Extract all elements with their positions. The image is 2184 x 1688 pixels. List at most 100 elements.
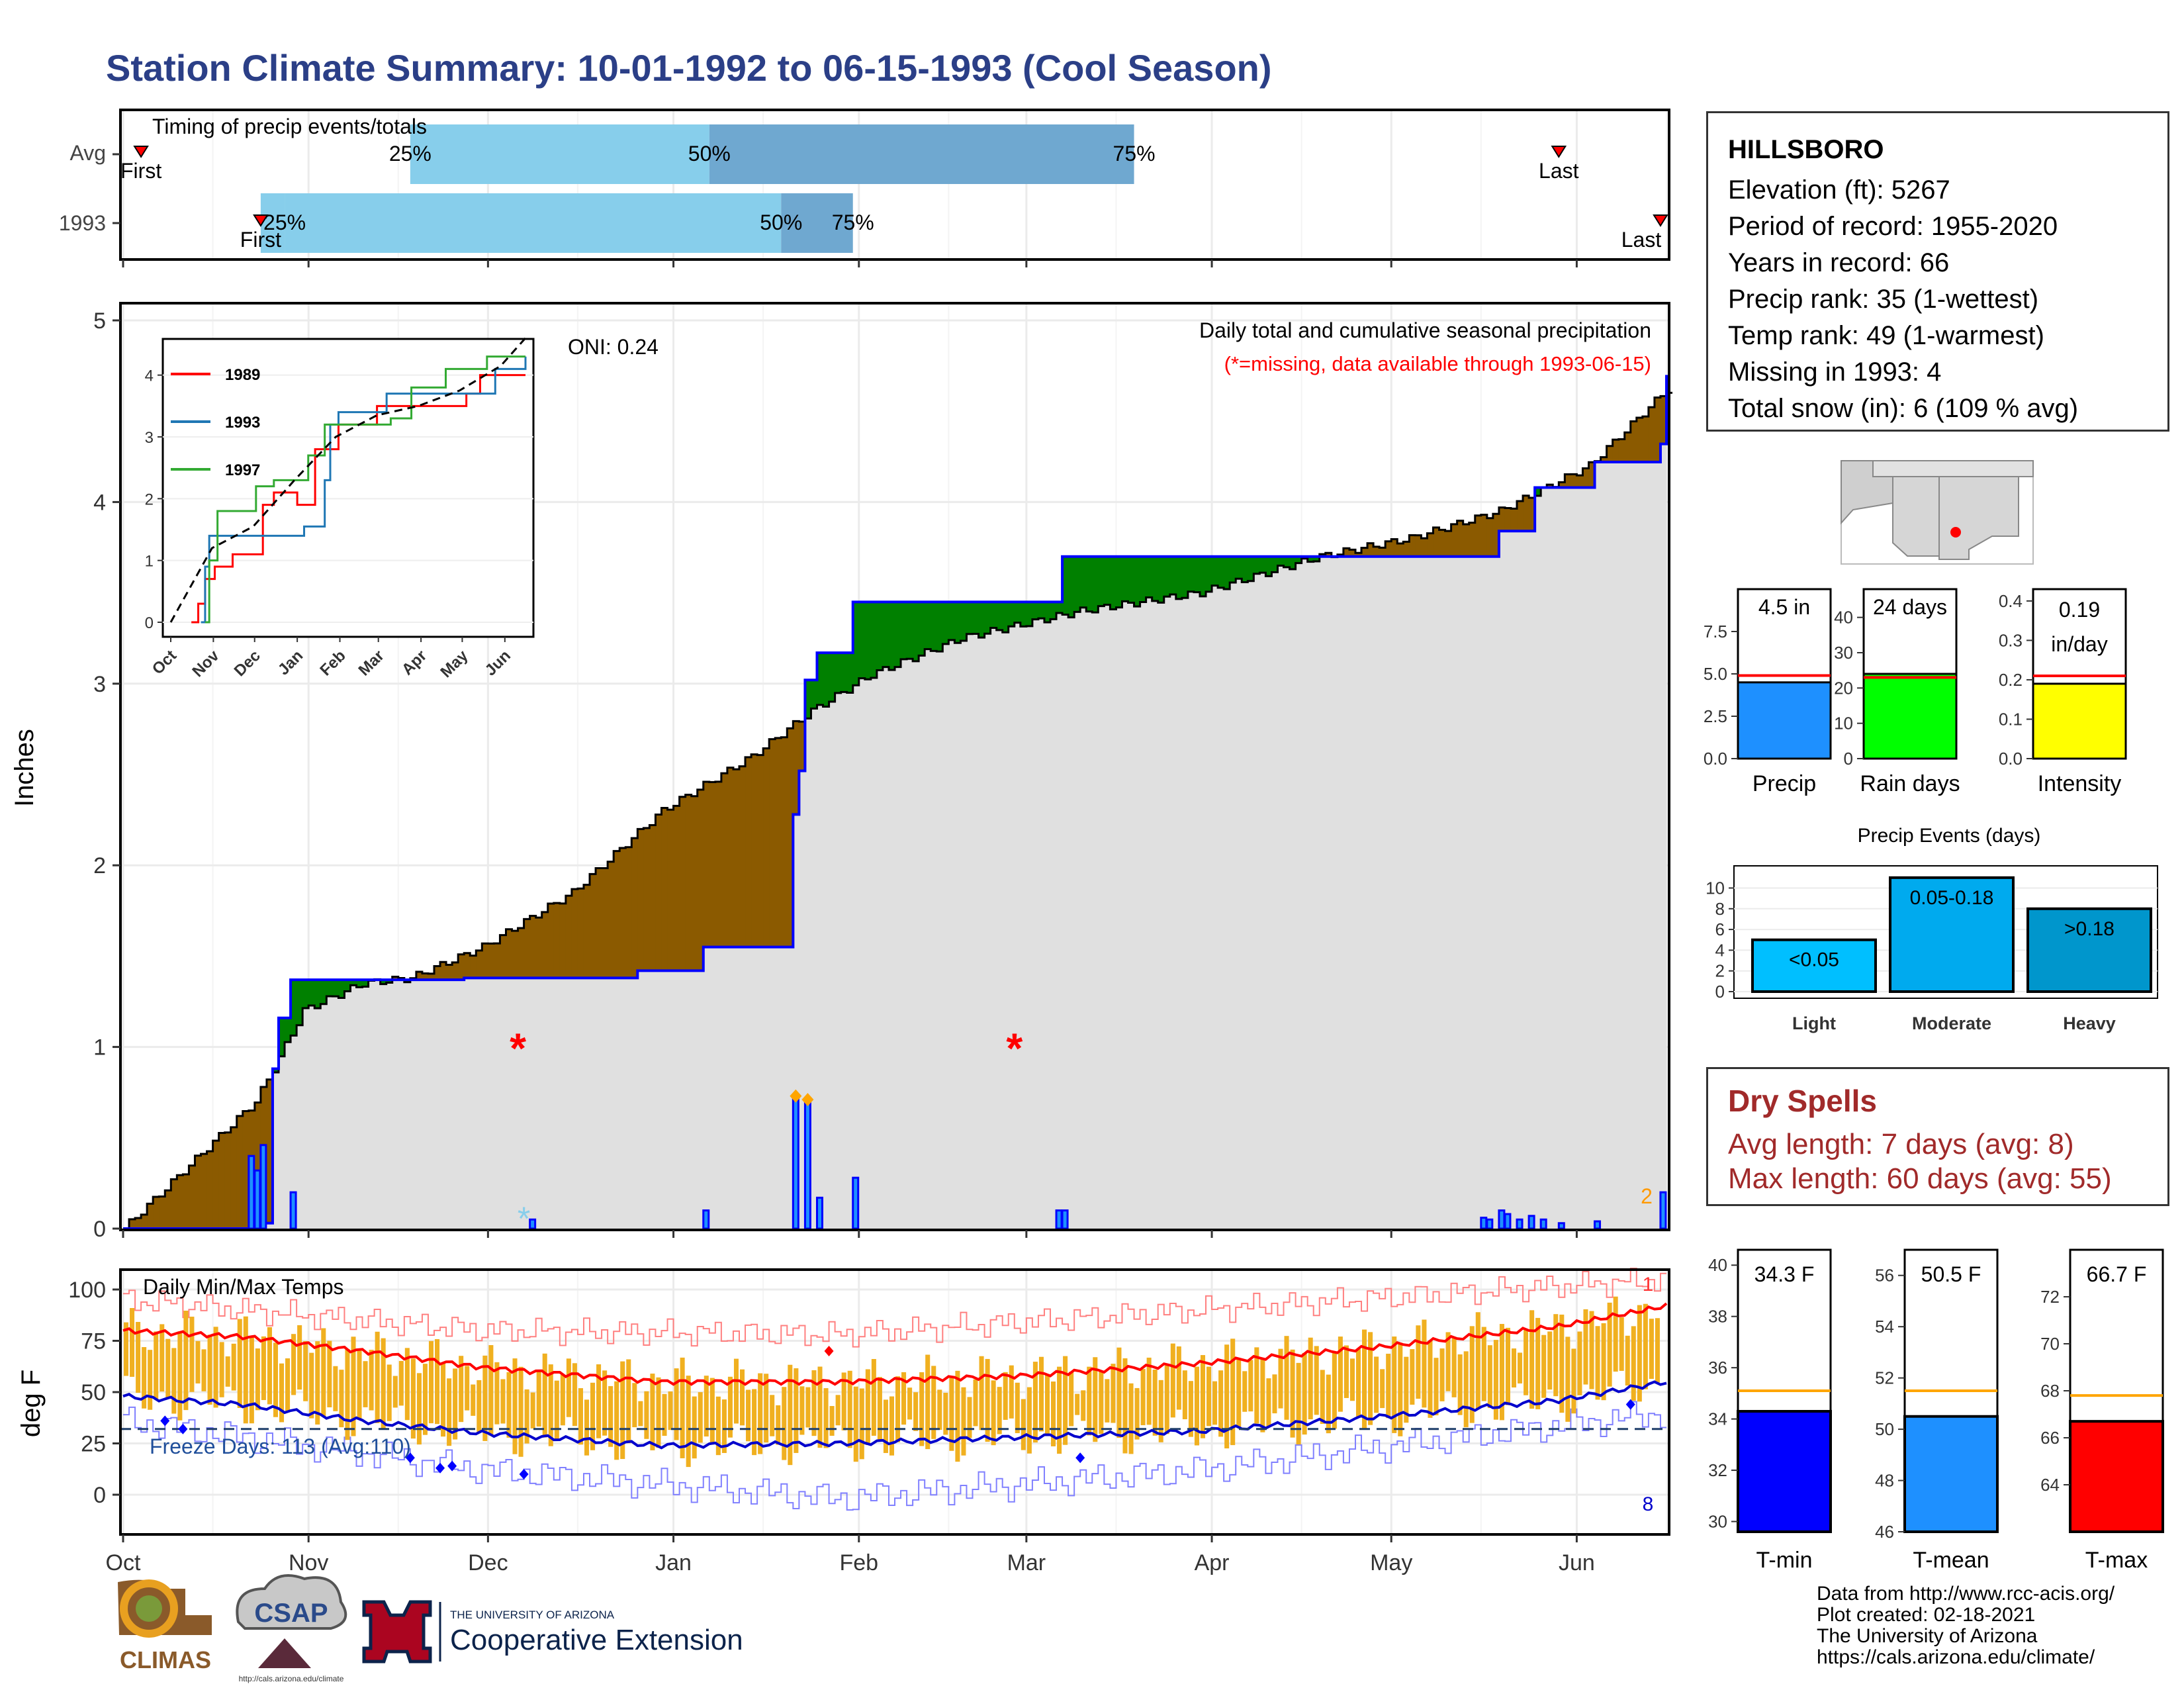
station-period: Period of record: 1955-2020 [1728,212,2058,241]
daily-temp-bar [829,1406,835,1436]
daily-temp-bar [1583,1309,1588,1385]
cum-fill [978,637,985,1229]
below-avg-fill [523,919,531,978]
daily-precip-bar [1527,1215,1535,1230]
daily-precip-bar [1504,1213,1512,1230]
daily-temp-bar [788,1364,793,1466]
daily-temp-bar [1619,1317,1624,1371]
cum-fill [1355,556,1362,1229]
daily-temp-bar [142,1347,147,1409]
daily-temp-bar [877,1377,882,1441]
above-avg-fill [1020,602,1027,627]
daily-temp-bar [1099,1370,1104,1434]
cum-fill [1457,556,1464,1229]
below-avg-fill [1510,508,1518,532]
avg-tmax-line [122,1302,1668,1386]
cum-fill [1307,561,1314,1229]
above-avg-fill [350,980,357,986]
daily-temp-bar [919,1372,925,1446]
inset-legend-label: 1997 [225,461,260,479]
cum-fill [1068,617,1075,1229]
below-avg-fill [392,976,399,980]
below-avg-fill [224,1132,232,1229]
cum-fill [907,659,913,1229]
daily-temp-bar [428,1340,434,1424]
cum-fill [996,630,1003,1229]
below-avg-fill [1648,407,1655,463]
events-bar-label: >0.18 [2064,918,2115,940]
daily-temp-bar [207,1335,212,1405]
daily-temp-bar [1332,1353,1337,1429]
below-avg-fill [1415,535,1422,557]
cum-fill [1427,556,1434,1229]
inset-y-label: 1 [145,553,154,571]
above-avg-fill [380,980,387,984]
cum-fill [422,980,429,1229]
cum-fill [757,947,764,1229]
cum-fill [685,970,692,1229]
cum-fill [715,947,722,1229]
freeze-days-label: Freeze Days: 113 (Avg:110) [150,1434,411,1458]
record-low-diamond [519,1469,529,1479]
timing-25-label: 25% [389,142,432,165]
daily-temp-bar [1128,1383,1134,1454]
below-avg-fill [1385,541,1392,557]
mini-tick-label: 0 [1844,749,1853,769]
daily-temp-bar [459,1356,464,1423]
above-avg-fill [1008,602,1015,627]
mini-tick-label: 10 [1834,714,1853,733]
below-avg-fill [201,1154,208,1229]
daily-temp-bar [237,1319,242,1408]
below-avg-fill [721,773,728,947]
daily-precip-bar [248,1154,255,1230]
daily-temp-bar [165,1338,171,1399]
daily-temp-bar [925,1354,931,1450]
cum-fill [661,970,668,1229]
daily-temp-bar [1182,1370,1187,1419]
above-avg-fill [1242,556,1248,583]
cum-fill [1248,581,1254,1229]
daily-temp-bar [195,1340,201,1383]
cum-fill [1038,618,1045,1229]
cum-fill [565,978,572,1229]
below-avg-fill [703,781,710,947]
daily-temp-bar [219,1342,224,1397]
daily-precip-bar [1061,1209,1069,1230]
cum-fill [302,1008,309,1229]
above-avg-fill [1080,556,1087,608]
above-avg-fill [996,602,1003,630]
below-avg-fill [159,1196,165,1229]
daily-temp-bar [566,1358,571,1417]
below-avg-fill [129,1219,136,1229]
daily-temp-bar [303,1340,308,1401]
above-avg-fill [823,653,830,707]
month-label: Apr [1195,1550,1230,1575]
precip-panel: * * * 0 1 2 3 4 5 Inches ONI: 0.24 Daily total … [10,302,1673,1242]
daily-temp-bar [721,1399,727,1453]
cum-fill [553,978,561,1229]
mini-value-text: 24 days [1873,595,1947,619]
daily-temp-bar [512,1358,518,1454]
inset-y-label: 2 [145,491,154,508]
daily-temp-bar [1296,1362,1301,1445]
daily-temp-bar [1559,1314,1565,1413]
daily-temp-bar [1218,1370,1224,1437]
daily-temp-bar [1038,1356,1044,1432]
below-avg-fill [1457,520,1464,557]
below-avg-fill [709,782,716,947]
cum-fill [679,970,686,1229]
cum-fill [1630,462,1637,1229]
daily-temp-bar [1433,1358,1439,1416]
cum-fill [1175,598,1183,1229]
below-avg-fill [1582,468,1590,488]
above-avg-fill [1014,602,1021,623]
cum-fill [380,984,387,1229]
cum-fill [739,947,746,1229]
above-avg-fill [1193,556,1201,592]
cum-fill [655,970,662,1229]
daily-temp-bar [758,1373,763,1454]
record-low-diamond [405,1452,415,1464]
above-avg-fill [1283,556,1291,567]
below-avg-fill [763,748,770,947]
